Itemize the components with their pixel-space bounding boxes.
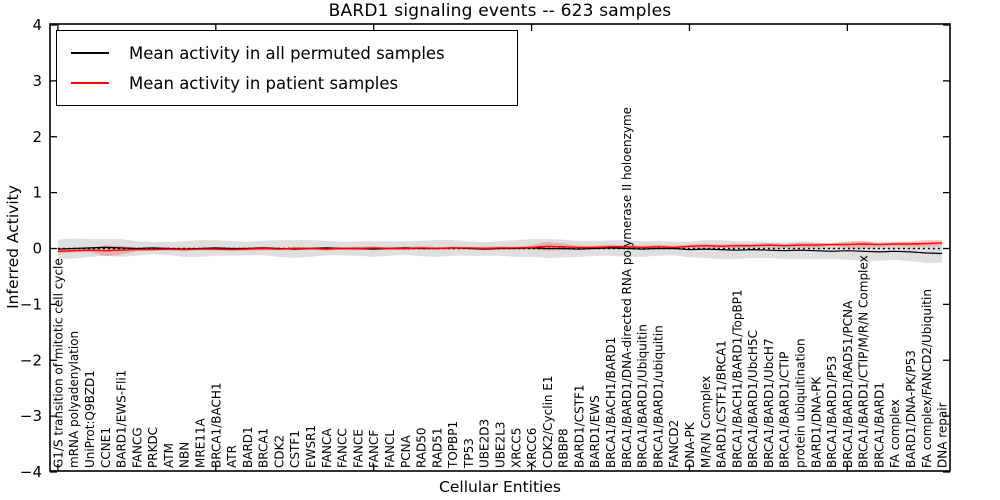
- x-tick-label: RAD50: [415, 427, 429, 468]
- x-tick-label: RBBP8: [557, 428, 571, 468]
- x-tick-label: FA complex: [888, 399, 902, 468]
- x-tick-label: FANCA: [320, 428, 334, 468]
- x-tick-label: CSTF1: [288, 430, 302, 468]
- y-tick-label: −3: [20, 407, 42, 425]
- x-tick-label: TOPBP1: [446, 421, 460, 469]
- x-tick-label: FANCC: [336, 428, 350, 468]
- x-tick-label: FANCL: [383, 430, 397, 468]
- x-tick-label: BARD1/EWS-Fli1: [115, 370, 129, 468]
- x-tick-label: BARD1/DNA-PK/P53: [904, 350, 918, 468]
- y-tick-label: −2: [20, 351, 42, 369]
- x-tick-label: BRCA1/BARD1/P53: [825, 356, 839, 468]
- axes-frame: [49, 23, 951, 472]
- y-tick-label: 0: [32, 240, 42, 258]
- x-tick-label: BRCA1/BACH1: [209, 382, 223, 468]
- x-tick-label: BRCA1/BARD1/DNA-directed RNA polymerase …: [620, 107, 634, 468]
- x-tick-label: BARD1/CSTF1/BRCA1: [715, 340, 729, 468]
- x-tick-label: BRCA1/BARD1/RAD51/PCNA: [841, 300, 855, 468]
- x-tick-label: FANCG: [130, 427, 144, 468]
- x-tick-label: PCNA: [399, 434, 413, 468]
- x-tick-label: BRCA1/BACH1/BARD1/TopBP1: [730, 289, 744, 468]
- x-tick-label: BRCA1/BARD1/Ubiquitin: [636, 324, 650, 468]
- x-tick-label: FANCD2: [667, 420, 681, 468]
- chart-title: BARD1 signaling events -- 623 samples: [328, 1, 672, 21]
- band-permuted: [57, 238, 943, 263]
- x-tick-label: BRCA1/BARD1/UbcH5C: [746, 330, 760, 468]
- x-tick-label: BARD1/EWS: [588, 395, 602, 468]
- x-tick-label: UniProt:Q9BZD1: [83, 370, 97, 468]
- y-tick-label: −4: [20, 463, 42, 481]
- y-tick-label: 3: [32, 72, 42, 90]
- x-tick-label: CCNE1: [99, 427, 113, 468]
- y-tick-label: 1: [32, 184, 42, 202]
- x-tick-label: ATM: [162, 443, 176, 468]
- x-tick-label: NBN: [178, 442, 192, 468]
- legend: Mean activity in all permuted samples Me…: [56, 30, 518, 106]
- x-tick-label: BRCA1/BARD1/CTIP: [778, 352, 792, 468]
- legend-item-patient: Mean activity in patient samples: [71, 68, 507, 98]
- y-tick-label: 4: [32, 16, 42, 34]
- x-tick-label: XRCC6: [525, 428, 539, 468]
- x-tick-label: UBE2L3: [494, 421, 508, 468]
- x-tick-label: G1/S transition of mitotic cell cycle: [51, 258, 65, 468]
- x-tick-label: ATR: [225, 445, 239, 468]
- x-tick-label: BRCA1/BARD1: [872, 382, 886, 468]
- x-tick-label: BRCA1/BARD1/ubiquitin: [651, 325, 665, 468]
- x-tick-label: mRNA polyadenylation: [67, 331, 81, 468]
- x-tick-label: CDK2/Cyclin E1: [541, 375, 555, 468]
- legend-label-patient: Mean activity in patient samples: [129, 73, 399, 93]
- x-tick-label: UBE2D3: [478, 419, 492, 468]
- x-tick-label: FANCF: [367, 430, 381, 468]
- legend-line-patient-swatch: [71, 82, 109, 84]
- x-tick-label: CDK2: [272, 435, 286, 468]
- series-line-patient: [57, 242, 943, 252]
- x-tick-label: BARD1/DNA-PK: [809, 376, 823, 468]
- x-tick-label: PRKDC: [146, 427, 160, 468]
- legend-line-permuted-swatch: [71, 52, 109, 54]
- x-tick-label: FA complex/FANCD2/Ubiquitin: [920, 289, 934, 468]
- legend-label-permuted: Mean activity in all permuted samples: [129, 43, 445, 63]
- x-tick-label: BRCA1/BARD1/CTIP/M/R/N Complex: [857, 255, 871, 468]
- x-axis-label: Cellular Entities: [439, 478, 561, 496]
- y-tick-label: −1: [20, 295, 42, 313]
- x-tick-label: FANCE: [351, 429, 365, 468]
- x-tick-label: BRCA1/BACH1/BARD1: [604, 337, 618, 468]
- y-tick-label: 2: [32, 128, 42, 146]
- x-tick-label: BRCA1/BARD1/UbcH7: [762, 338, 776, 468]
- x-tick-label: M/R/N Complex: [699, 376, 713, 468]
- x-tick-label: MRE11A: [194, 417, 208, 468]
- x-tick-label: protein ubiquitination: [794, 338, 808, 468]
- x-tick-label: DNA repair: [936, 402, 950, 468]
- x-tick-label: BARD1/CSTF1: [572, 384, 586, 468]
- x-tick-label: BRCA1: [257, 428, 271, 468]
- x-tick-label: EWSR1: [304, 425, 318, 468]
- x-tick-label: TP53: [462, 438, 476, 469]
- x-tick-label: XRCC5: [509, 428, 523, 468]
- legend-item-permuted: Mean activity in all permuted samples: [71, 38, 507, 68]
- x-tick-label: DNA-PK: [683, 421, 697, 468]
- x-tick-label: BARD1: [241, 426, 255, 468]
- x-tick-label: RAD51: [430, 427, 444, 468]
